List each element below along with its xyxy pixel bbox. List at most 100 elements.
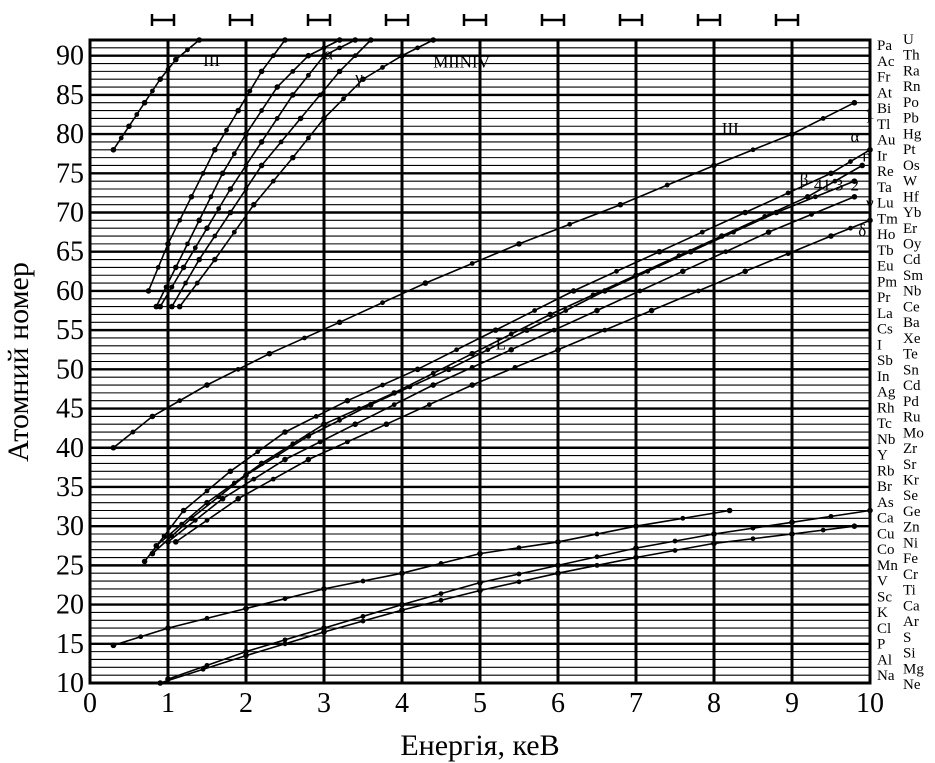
data-point <box>173 264 179 271</box>
data-point <box>274 116 280 121</box>
data-point <box>438 591 444 597</box>
data-point <box>485 347 491 353</box>
data-point <box>785 251 791 257</box>
data-point <box>594 307 600 314</box>
element-label: Ce <box>903 299 920 315</box>
annotation-label: I <box>866 107 872 126</box>
data-point <box>134 112 140 117</box>
data-point <box>255 449 261 455</box>
data-point <box>415 45 420 51</box>
data-point <box>750 536 756 542</box>
data-point <box>676 253 682 259</box>
element-label: Th <box>903 48 920 64</box>
element-label: Mg <box>903 661 924 677</box>
data-point <box>344 397 351 404</box>
data-point <box>302 335 307 341</box>
data-point <box>110 146 117 153</box>
x-tick-label: 5 <box>473 688 487 719</box>
data-point <box>231 151 237 157</box>
data-point <box>157 680 163 686</box>
data-point <box>204 488 210 494</box>
plot-frame <box>88 38 872 685</box>
data-point <box>570 288 577 294</box>
data-point <box>153 542 160 549</box>
data-point <box>555 346 561 353</box>
element-label: Os <box>903 158 920 174</box>
data-point <box>336 319 343 326</box>
data-point <box>305 52 312 59</box>
data-point <box>194 280 200 286</box>
data-point <box>446 366 452 373</box>
data-point <box>243 648 249 655</box>
data-point <box>235 495 241 502</box>
data-point <box>551 327 557 333</box>
data-point <box>422 280 429 286</box>
element-label: Ag <box>877 385 896 401</box>
element-label: Tc <box>877 416 892 432</box>
data-point <box>259 108 264 113</box>
data-point <box>696 288 701 294</box>
series-line <box>167 509 871 680</box>
data-point <box>859 162 865 169</box>
data-point <box>212 256 218 263</box>
data-point <box>664 182 670 188</box>
element-label: Na <box>877 668 895 684</box>
data-point <box>555 539 561 545</box>
data-point <box>243 163 249 168</box>
element-label: Pt <box>903 142 916 158</box>
data-point <box>590 292 596 298</box>
data-point <box>680 515 686 521</box>
annotation-label: γ <box>354 68 363 87</box>
element-label: Xe <box>903 331 921 347</box>
data-point <box>723 249 729 255</box>
data-point <box>290 154 296 161</box>
data-point <box>157 303 163 310</box>
y-tick-label: 80 <box>56 119 84 150</box>
x-tick-label: 3 <box>317 688 331 719</box>
y-tick-label: 50 <box>56 354 84 385</box>
data-point <box>633 272 639 279</box>
data-point <box>204 662 210 668</box>
element-label: Ac <box>877 54 895 70</box>
data-point <box>360 578 366 584</box>
data-point <box>321 45 327 51</box>
data-point <box>438 561 444 566</box>
data-point <box>165 67 171 72</box>
element-label: Rh <box>877 400 895 416</box>
data-point <box>711 540 717 547</box>
element-label: Pm <box>877 274 897 290</box>
data-point <box>313 413 319 419</box>
element-label: Re <box>877 164 894 180</box>
data-point <box>637 288 643 294</box>
annotation-label: L <box>496 335 506 354</box>
data-point <box>278 139 284 145</box>
data-point <box>321 586 327 592</box>
data-point <box>321 625 327 631</box>
element-label: Cr <box>903 567 918 583</box>
annotation-label: ІІІ <box>203 51 220 70</box>
data-point <box>305 456 312 463</box>
data-point <box>454 347 459 353</box>
data-point <box>699 229 705 235</box>
x-tick-label: 8 <box>707 688 721 719</box>
data-point <box>270 53 276 59</box>
data-point <box>851 194 858 200</box>
data-point <box>380 300 385 306</box>
annotation-label: 3 <box>835 176 844 195</box>
element-label: Fr <box>877 70 890 86</box>
vertical-gridlines <box>166 40 794 683</box>
data-point <box>391 402 397 408</box>
data-point <box>789 531 795 537</box>
data-point <box>680 268 686 275</box>
x-axis-label: Енергія, кеВ <box>400 729 559 762</box>
data-point <box>110 444 117 451</box>
data-point <box>290 68 296 74</box>
data-point <box>196 37 202 43</box>
data-point <box>258 162 265 169</box>
data-point <box>820 116 826 121</box>
data-point <box>469 261 475 266</box>
y-tick-label: 65 <box>56 237 84 268</box>
data-point <box>321 52 327 59</box>
data-point <box>165 241 171 247</box>
data-point <box>602 327 608 333</box>
